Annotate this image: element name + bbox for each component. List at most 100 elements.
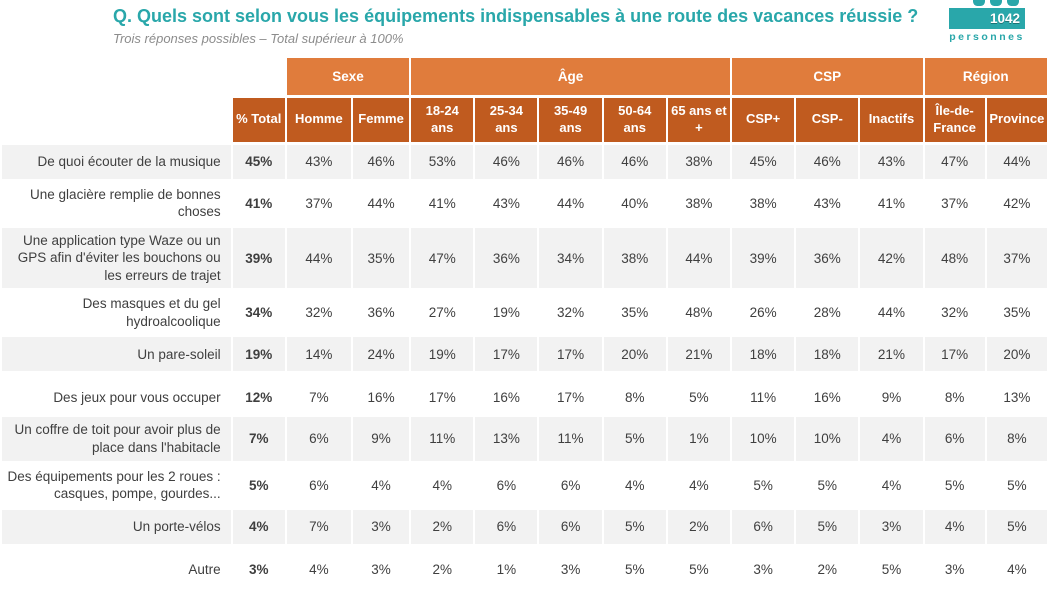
cell-50-64-ans: 8% [624,389,645,405]
cell-inactifs: 41% [877,195,905,211]
cell-inactifs: 9% [881,389,902,405]
row-label-un-pare-soleil: Un pare-soleil [2,337,231,372]
row-spacer [2,374,1047,377]
cell-35-49-ans: 3% [560,562,581,578]
cell-18-24-ans: 4% [432,477,452,493]
table-row: Une application type Waze ou un GPS afin… [2,227,1047,289]
cell-65-ans-et-plus: 4% [689,477,709,493]
table-row: Des équipements pour les 2 roues : casqu… [2,464,1047,507]
cell-inactifs: 44% [877,305,905,321]
cell-50-64-ans: 5% [624,562,645,578]
cell-50-64-ans: 5% [603,417,666,461]
column-header-ile-de-france: Île-de-France [924,97,985,142]
group-header-region: Région [924,57,1047,95]
cell-50-64-ans: 20% [603,337,666,372]
cell-25-34-ans: 19% [492,305,520,321]
cell-homme: 37% [305,195,333,211]
cell-femme: 3% [352,509,410,544]
cell-cspplus: 6% [732,509,795,544]
cell-25-34-ans: 46% [475,144,538,179]
cell-25-34-ans: 1% [496,562,517,578]
cell-18-24-ans: 17% [428,389,456,405]
cell-65-ans-et-plus: 21% [667,337,731,372]
cell-50-64-ans: 5% [603,509,666,544]
cell-total: 3% [248,562,269,578]
person-head-icon [990,0,1002,6]
cell-35-49-ans: 46% [539,144,602,179]
table-row: Des jeux pour vous occuper 12% 7% 16% 17% 16%… [2,380,1047,414]
cell-50-64-ans: 35% [621,305,649,321]
cell-inactifs: 4% [860,417,923,461]
group-header-sexe: Sexe [286,57,410,95]
cell-cspplus: 18% [732,337,795,372]
cell-province: 37% [986,227,1047,289]
column-header-35-49-ans: 35-49 ans [539,97,602,142]
cell-cspplus: 11% [750,389,777,405]
cell-femme: 9% [352,417,410,461]
cell-province: 5% [986,509,1047,544]
page-subtitle: Trois réponses possibles – Total supérie… [113,30,404,46]
cell-province: 44% [986,144,1047,179]
cell-35-49-ans: 17% [557,389,585,405]
cell-femme: 24% [352,337,410,372]
cell-ile-de-france: 32% [941,305,969,321]
cell-csp: 5% [817,477,838,493]
sample-count-label: personnes [949,31,1025,43]
column-header-row: % Total Homme Femme 18-24 ans 25-34 ans 35-49… [2,97,1047,142]
cell-65-ans-et-plus: 44% [667,227,731,289]
column-header-province: Province [986,97,1047,142]
cell-65-ans-et-plus: 38% [685,195,713,211]
column-header-femme: Femme [352,97,410,142]
cell-25-34-ans: 43% [492,195,520,211]
cell-homme: 6% [309,477,329,493]
cell-65-ans-et-plus: 48% [685,305,713,321]
cell-cspplus: 5% [753,477,773,493]
cell-femme: 36% [367,305,395,321]
column-header-inactifs: Inactifs [860,97,923,142]
cell-cspplus: 3% [753,562,773,578]
cell-cspplus: 39% [732,227,795,289]
cell-ile-de-france: 4% [924,509,985,544]
cell-25-34-ans: 6% [496,477,517,493]
column-header-blank [2,98,231,142]
cell-inactifs: 3% [860,509,923,544]
cell-province: 5% [1007,477,1027,493]
cell-csp: 43% [813,195,841,211]
group-header-blank [2,58,285,95]
cell-50-64-ans: 46% [603,144,666,179]
cell-18-24-ans: 47% [411,227,474,289]
column-header-csp: CSP- [796,97,859,142]
cell-ile-de-france: 6% [924,417,985,461]
cell-csp: 2% [817,562,838,578]
cell-18-24-ans: 53% [411,144,474,179]
cell-25-34-ans: 13% [475,417,538,461]
cell-35-49-ans: 6% [560,477,581,493]
cell-homme: 32% [305,305,333,321]
cell-total: 5% [248,477,269,493]
cell-inactifs: 42% [860,227,923,289]
cell-inactifs: 21% [860,337,923,372]
row-label-des-jeux-pour-vous: Des jeux pour vous occuper [53,389,221,405]
cell-cspplus: 38% [749,195,777,211]
table-row: Des masques et du gel hydroalcoolique 34%… [2,291,1047,334]
cell-province: 13% [1003,389,1031,405]
cell-ile-de-france: 47% [924,144,985,179]
cell-18-24-ans: 41% [428,195,456,211]
cell-cspplus: 10% [732,417,795,461]
people-icon [949,0,1025,6]
cell-50-64-ans: 38% [603,227,666,289]
cell-ile-de-france: 5% [944,477,965,493]
row-label-des-equipements-pour-les: Des équipements pour les 2 roues : casqu… [7,468,221,502]
header: Q. Quels sont selon vous les équipements… [0,0,1049,46]
cell-65-ans-et-plus: 2% [667,509,731,544]
row-label-une-application-type-waze: Une application type Waze ou un GPS afin… [2,227,231,289]
cell-cspplus: 26% [749,305,777,321]
cell-csp: 5% [796,509,859,544]
cell-ile-de-france: 3% [944,562,965,578]
person-head-icon [1007,0,1019,6]
cell-50-64-ans: 40% [621,195,649,211]
column-header-50-64-ans: 50-64 ans [603,97,666,142]
cell-homme: 14% [286,337,351,372]
cell-ile-de-france: 17% [924,337,985,372]
cell-homme: 7% [309,389,329,405]
